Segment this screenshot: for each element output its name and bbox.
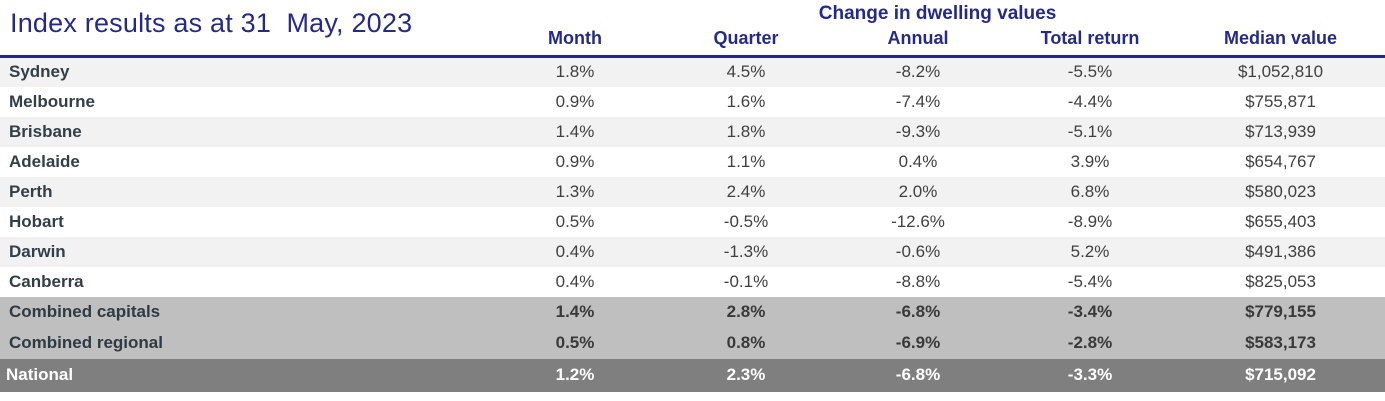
cell-month: 0.9%	[555, 91, 595, 111]
cell-month: 0.9%	[555, 151, 595, 171]
column-header-month: Month	[490, 28, 660, 58]
cell-quarter: 0.8%	[726, 333, 766, 352]
row-label: Darwin	[9, 241, 66, 261]
cell-quarter: 1.1%	[726, 151, 766, 171]
cell-total-return: 5.2%	[1070, 241, 1110, 261]
cell-total-return: 3.9%	[1070, 151, 1110, 171]
cell-median-value: $583,173	[1245, 333, 1316, 352]
cell-annual: -8.8%	[895, 271, 941, 291]
cell-total-return: 6.8%	[1070, 181, 1110, 201]
cell-annual: -6.8%	[895, 365, 941, 384]
cell-median-value: $655,403	[1245, 211, 1316, 231]
cell-median-value: $755,871	[1245, 91, 1316, 111]
cell-annual: -6.8%	[895, 302, 941, 321]
cell-quarter: -0.1%	[723, 271, 769, 291]
column-header-quarter: Quarter	[660, 28, 832, 58]
column-header-total-return: Total return	[1004, 28, 1176, 58]
cell-median-value: $580,023	[1245, 181, 1316, 201]
column-header-annual: Annual	[832, 28, 1004, 58]
cell-annual: -12.6%	[891, 211, 945, 231]
cell-month: 0.4%	[555, 241, 595, 261]
cell-total-return: -5.4%	[1067, 271, 1113, 291]
cell-quarter: 2.3%	[726, 365, 766, 384]
cell-annual: -9.3%	[895, 121, 941, 141]
cell-median-value: $491,386	[1245, 241, 1316, 261]
cell-month: 1.4%	[555, 121, 595, 141]
row-label: National	[6, 365, 74, 384]
cell-total-return: -5.1%	[1067, 121, 1113, 141]
cell-month: 1.3%	[555, 181, 595, 201]
cell-month: 1.8%	[555, 62, 595, 82]
index-results-table: Index results as at 31 May, 2023 Change …	[0, 0, 1385, 392]
table-row-darwin: Darwin 0.4% -1.3% -0.6% 5.2% $491,386	[0, 236, 1385, 267]
table-row-adelaide: Adelaide 0.9% 1.1% 0.4% 3.9% $654,767	[0, 146, 1385, 177]
group-header: Change in dwelling values	[818, 3, 1057, 24]
cell-annual: -6.9%	[895, 333, 941, 352]
cell-median-value: $825,053	[1245, 271, 1316, 291]
cell-total-return: -8.9%	[1067, 211, 1113, 231]
cell-month: 1.2%	[555, 365, 595, 384]
cell-median-value: $1,052,810	[1237, 62, 1324, 82]
table-row-perth: Perth 1.3% 2.4% 2.0% 6.8% $580,023	[0, 176, 1385, 207]
row-label: Combined regional	[9, 333, 163, 352]
cell-annual: -7.4%	[895, 91, 941, 111]
table-row-national: National 1.2% 2.3% -6.8% -3.3% $715,092	[0, 358, 1385, 392]
cell-quarter: 2.8%	[726, 302, 766, 321]
table-row-melbourne: Melbourne 0.9% 1.6% -7.4% -4.4% $755,871	[0, 86, 1385, 117]
cell-median-value: $715,092	[1245, 365, 1316, 384]
cell-median-value: $713,939	[1245, 121, 1316, 141]
cell-quarter: -1.3%	[723, 241, 769, 261]
cell-annual: -8.2%	[895, 62, 941, 82]
cell-quarter: 1.6%	[726, 91, 766, 111]
column-header-row: Month Quarter Annual Total return Median…	[0, 28, 1385, 58]
row-label: Adelaide	[9, 151, 80, 171]
table-row-hobart: Hobart 0.5% -0.5% -12.6% -8.9% $655,403	[0, 206, 1385, 237]
cell-month: 0.5%	[555, 211, 595, 231]
cell-total-return: -5.5%	[1067, 62, 1113, 82]
cell-month: 0.4%	[555, 271, 595, 291]
cell-quarter: 1.8%	[726, 121, 766, 141]
row-label: Hobart	[9, 211, 64, 231]
cell-annual: 2.0%	[898, 181, 938, 201]
row-label: Canberra	[9, 271, 84, 291]
table-row-brisbane: Brisbane 1.4% 1.8% -9.3% -5.1% $713,939	[0, 116, 1385, 147]
cell-total-return: -3.4%	[1067, 302, 1113, 321]
row-label: Perth	[9, 181, 53, 201]
row-label: Combined capitals	[9, 302, 161, 321]
page-title: Index results as at 31 May, 2023	[0, 0, 490, 58]
cell-median-value: $654,767	[1245, 151, 1316, 171]
cell-quarter: 2.4%	[726, 181, 766, 201]
table-row-sydney: Sydney 1.8% 4.5% -8.2% -5.5% $1,052,810	[0, 56, 1385, 87]
table-row-canberra: Canberra 0.4% -0.1% -8.8% -5.4% $825,053	[0, 266, 1385, 297]
table-row-combined-regional: Combined regional 0.5% 0.8% -6.9% -2.8% …	[0, 327, 1385, 359]
cell-total-return: -4.4%	[1067, 91, 1113, 111]
cell-total-return: -3.3%	[1067, 365, 1113, 384]
cell-annual: -0.6%	[895, 241, 941, 261]
cell-month: 1.4%	[555, 302, 595, 321]
cell-quarter: -0.5%	[723, 211, 769, 231]
cell-month: 0.5%	[555, 333, 595, 352]
row-label: Melbourne	[9, 91, 95, 111]
row-label: Sydney	[9, 62, 70, 82]
cell-quarter: 4.5%	[726, 62, 766, 82]
cell-total-return: -2.8%	[1067, 333, 1113, 352]
column-header-median-value: Median value	[1176, 28, 1385, 58]
table-row-combined-capitals: Combined capitals 1.4% 2.8% -6.8% -3.4% …	[0, 296, 1385, 328]
cell-median-value: $779,155	[1245, 302, 1316, 321]
cell-annual: 0.4%	[898, 151, 938, 171]
row-label: Brisbane	[9, 121, 82, 141]
